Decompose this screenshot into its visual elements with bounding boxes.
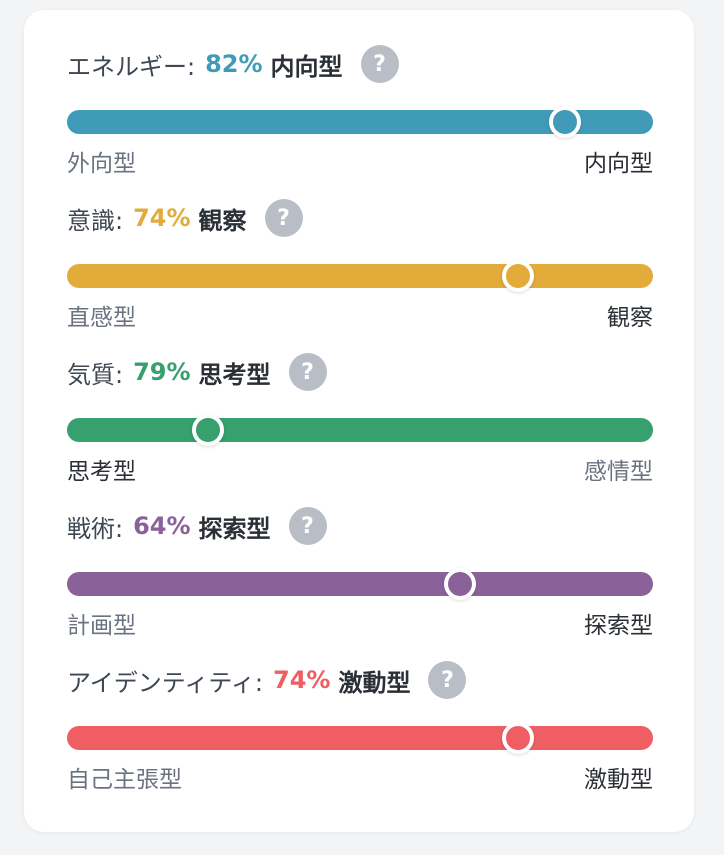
help-icon[interactable]: ? (264, 199, 303, 237)
trait-type: 探索型 (198, 514, 271, 543)
trait-slider-knob[interactable] (191, 414, 224, 446)
trait-name: 戦術: (67, 514, 124, 543)
trait-slider-knob[interactable] (549, 106, 582, 138)
trait-name: エネルギー: (67, 52, 196, 81)
trait-bar (67, 106, 653, 138)
right-label: 感情型 (584, 459, 653, 485)
personality-traits-card: エネルギー: 82% 内向型 ? 外向型 内向型 意識: 74% 観察 ? 直感… (24, 10, 694, 832)
trait-header: 意識: 74% 観察 ? (67, 198, 653, 238)
trait-type: 激動型 (338, 668, 411, 697)
trait-percent: 64% (133, 512, 191, 540)
right-label: 観察 (607, 305, 653, 331)
right-label: 内向型 (584, 151, 653, 177)
trait-header: アイデンティティ: 74% 激動型 ? (67, 660, 653, 700)
left-label: 直感型 (67, 305, 136, 331)
trait-name: 気質: (67, 360, 124, 389)
trait-bar (67, 722, 653, 754)
trait-mind: 意識: 74% 観察 ? 直感型 観察 (67, 198, 653, 332)
left-label: 計画型 (67, 613, 136, 639)
trait-endpoints: 計画型 探索型 (67, 612, 653, 640)
trait-percent: 74% (273, 666, 331, 694)
trait-type: 内向型 (270, 52, 343, 81)
trait-percent: 82% (205, 50, 263, 78)
trait-header: 戦術: 64% 探索型 ? (67, 506, 653, 546)
trait-header: 気質: 79% 思考型 ? (67, 352, 653, 392)
trait-slider-knob[interactable] (502, 722, 535, 754)
right-label: 激動型 (584, 767, 653, 793)
right-label: 探索型 (584, 613, 653, 639)
trait-bar (67, 568, 653, 600)
help-icon[interactable]: ? (360, 45, 399, 83)
trait-bar (67, 414, 653, 446)
trait-bar (67, 260, 653, 292)
trait-endpoints: 自己主張型 激動型 (67, 766, 653, 794)
trait-nature: 気質: 79% 思考型 ? 思考型 感情型 (67, 352, 653, 486)
trait-percent: 74% (133, 204, 191, 232)
trait-identity: アイデンティティ: 74% 激動型 ? 自己主張型 激動型 (67, 660, 653, 794)
left-label: 思考型 (67, 459, 136, 485)
trait-endpoints: 外向型 内向型 (67, 150, 653, 178)
help-icon[interactable]: ? (288, 353, 327, 391)
trait-tactics: 戦術: 64% 探索型 ? 計画型 探索型 (67, 506, 653, 640)
trait-header: エネルギー: 82% 内向型 ? (67, 44, 653, 84)
trait-name: アイデンティティ: (67, 668, 264, 697)
trait-slider-knob[interactable] (502, 260, 535, 292)
trait-type: 観察 (198, 206, 247, 235)
help-icon[interactable]: ? (288, 507, 327, 545)
trait-slider-knob[interactable] (443, 568, 476, 600)
trait-endpoints: 思考型 感情型 (67, 458, 653, 486)
left-label: 自己主張型 (67, 767, 182, 793)
trait-name: 意識: (67, 206, 124, 235)
trait-type: 思考型 (198, 360, 271, 389)
trait-endpoints: 直感型 観察 (67, 304, 653, 332)
help-icon[interactable]: ? (428, 661, 467, 699)
left-label: 外向型 (67, 151, 136, 177)
trait-energy: エネルギー: 82% 内向型 ? 外向型 内向型 (67, 44, 653, 178)
trait-percent: 79% (133, 358, 191, 386)
